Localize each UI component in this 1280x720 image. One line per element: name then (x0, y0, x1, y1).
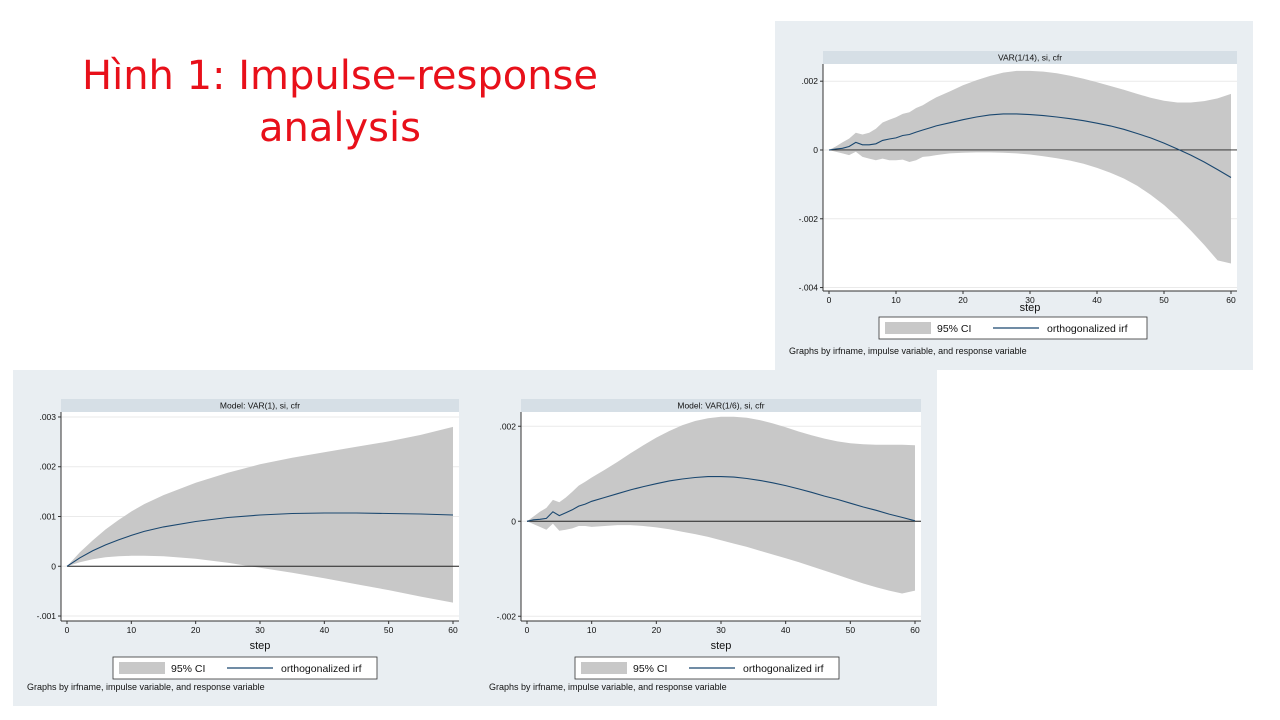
plot-header (823, 51, 1237, 64)
x-axis-label: step (711, 640, 732, 652)
irf-panel-var-1-14: VAR(1/14), si, cfr .002 0 -.002 -.004 0 10 20 30… (775, 21, 1253, 370)
x-tick-label: 0 (65, 625, 70, 635)
irf-chart-var-1-14: VAR(1/14), si, cfr .002 0 -.002 -.004 0 10 20 30… (799, 51, 1237, 340)
y-tick-label: 0 (511, 516, 516, 526)
legend: 95% CI orthogonalized irf (574, 656, 840, 680)
y-tick-label: -.001 (37, 611, 57, 621)
x-tick-label: 50 (846, 625, 856, 635)
x-tick-label: 10 (127, 625, 137, 635)
y-tick-label: -.002 (799, 214, 819, 224)
x-tick-label: 40 (1092, 295, 1102, 305)
irf-line (66, 512, 454, 567)
irf-chart-var-1-6: Model: VAR(1/6), si, cfr .002 0 -.002 0 10 20 3… (497, 399, 921, 680)
legend-ci-swatch (581, 662, 627, 674)
y-tick-label: .003 (39, 412, 56, 422)
x-tick-label: 20 (958, 295, 968, 305)
chart-title: Model: VAR(1), si, cfr (220, 401, 300, 411)
y-tick-label: 0 (51, 561, 56, 571)
plot-header (521, 399, 921, 412)
irf-panel-var-1-6: Model: VAR(1/6), si, cfr .002 0 -.002 0 10 20 3… (475, 370, 937, 706)
legend: 95% CI orthogonalized irf (112, 656, 378, 680)
legend-ci-swatch (885, 322, 931, 334)
legend-irf-label: orthogonalized irf (281, 663, 362, 675)
x-tick-label: 30 (716, 625, 726, 635)
x-tick-label: 20 (191, 625, 201, 635)
x-tick-label: 30 (255, 625, 265, 635)
legend-ci-label: 95% CI (937, 323, 971, 335)
legend: 95% CI orthogonalized irf (878, 316, 1148, 340)
x-tick-label: 30 (1025, 295, 1035, 305)
plot-header (61, 399, 459, 412)
graph-note: Graphs by irfname, impulse variable, and… (789, 346, 1027, 356)
ci-band (829, 70, 1231, 264)
x-tick-label: 0 (827, 295, 832, 305)
x-tick-label: 40 (781, 625, 791, 635)
y-tick-label: -.004 (799, 283, 819, 293)
irf-line (526, 476, 916, 522)
legend-ci-label: 95% CI (633, 663, 667, 675)
x-tick-label: 0 (525, 625, 530, 635)
y-tick-label: .001 (39, 512, 56, 522)
slide-title: Hình 1: Impulse–response analysis (82, 53, 598, 151)
legend-ci-swatch (119, 662, 165, 674)
x-tick-label: 40 (320, 625, 330, 635)
graph-note: Graphs by irfname, impulse variable, and… (27, 682, 265, 692)
graph-note: Graphs by irfname, impulse variable, and… (489, 682, 727, 692)
x-tick-label: 50 (384, 625, 394, 635)
irf-line (828, 113, 1232, 178)
ci-band (527, 416, 915, 594)
x-tick-label: 60 (448, 625, 458, 635)
x-tick-label: 60 (910, 625, 920, 635)
y-tick-label: .002 (39, 462, 56, 472)
x-tick-label: 20 (652, 625, 662, 635)
irf-chart-var-1: Model: VAR(1), si, cfr .003 .002 .001 0 -.001… (37, 399, 459, 680)
x-tick-label: 10 (587, 625, 597, 635)
y-tick-label: 0 (813, 145, 818, 155)
irf-panel-var-1: Model: VAR(1), si, cfr .003 .002 .001 0 -.001… (13, 370, 475, 706)
legend-ci-label: 95% CI (171, 663, 205, 675)
legend-irf-label: orthogonalized irf (1047, 323, 1128, 335)
x-axis-label: step (1020, 302, 1041, 314)
y-tick-label: .002 (499, 421, 516, 431)
legend-irf-label: orthogonalized irf (743, 663, 824, 675)
y-tick-label: -.002 (497, 611, 517, 621)
chart-title: VAR(1/14), si, cfr (998, 53, 1062, 63)
x-tick-label: 50 (1159, 295, 1169, 305)
y-tick-label: .002 (801, 76, 818, 86)
x-tick-label: 60 (1226, 295, 1236, 305)
x-tick-label: 10 (891, 295, 901, 305)
chart-title: Model: VAR(1/6), si, cfr (677, 401, 764, 411)
x-axis-label: step (250, 640, 271, 652)
